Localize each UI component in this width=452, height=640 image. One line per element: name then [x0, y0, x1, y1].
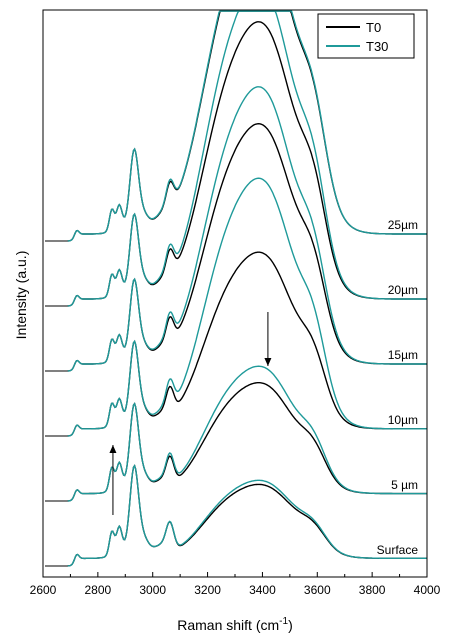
y-axis-title: Intensity (a.u.)	[13, 251, 29, 340]
t0-series-line	[67, 21, 427, 307]
depth-label: 25µm	[388, 218, 418, 232]
legend-box	[317, 13, 415, 59]
t30-series-line	[67, 365, 427, 502]
depth-labels: Surface 5 µm 10µm 15µm 20µm 25µm	[377, 218, 419, 557]
x-tick-label: 3800	[359, 583, 386, 597]
x-tick-label: 2800	[85, 583, 112, 597]
depth-label: 5 µm	[391, 478, 418, 492]
t30-series-line	[67, 86, 427, 372]
legend-label: T0	[366, 20, 381, 35]
x-axis-title: Raman shift (cm-1)	[177, 616, 293, 633]
x-tick-label: 3600	[304, 583, 331, 597]
t30-series-line	[67, 177, 427, 437]
x-axis-title-superscript: -1	[279, 616, 288, 627]
t30-series-line	[67, 464, 427, 567]
t0-series-line	[67, 122, 427, 372]
t30-series-line	[67, 10, 427, 242]
depth-label: 20µm	[388, 283, 418, 297]
arrows	[109, 312, 272, 515]
t0-series-line	[67, 251, 427, 437]
arrow-up-head	[109, 445, 117, 453]
x-tick-label: 3000	[139, 583, 166, 597]
x-ticks: 2600 2800 3000 3200 3400 3600 3800 4000	[30, 572, 441, 597]
arrow-down-head	[264, 358, 272, 366]
depth-label: 15µm	[388, 348, 418, 362]
x-tick-label: 2600	[30, 583, 57, 597]
x-tick-label: 3200	[194, 583, 221, 597]
plot-lines	[45, 10, 427, 567]
depth-label: 10µm	[388, 413, 418, 427]
legend-label: T30	[366, 39, 388, 54]
t0-series-line	[67, 464, 427, 567]
x-tick-label: 3400	[249, 583, 276, 597]
depth-label: Surface	[377, 543, 419, 557]
x-tick-label: 4000	[414, 583, 441, 597]
